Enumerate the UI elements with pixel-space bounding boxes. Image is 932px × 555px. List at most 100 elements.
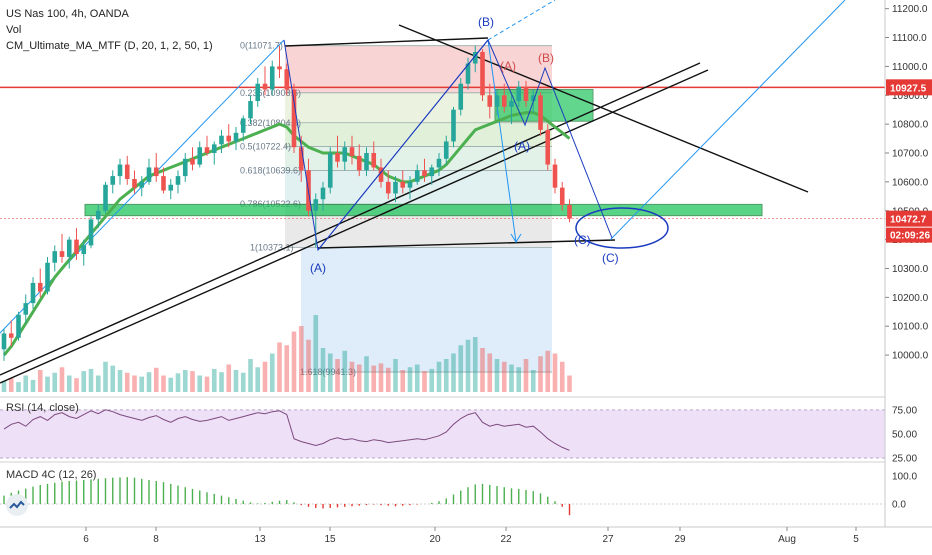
candle-body (190, 158, 195, 165)
volume-bar (219, 372, 224, 392)
volume-bar (371, 365, 377, 392)
candle-body (545, 129, 551, 165)
rsi-pane: RSI (14, close) (0, 396, 885, 459)
wave-label: (A) (310, 261, 326, 275)
volume-bar (313, 315, 319, 392)
candle-body (349, 147, 355, 156)
volume-bar (30, 379, 36, 392)
chart-title: US Nas 100, 4h, OANDA (6, 8, 129, 20)
fib-level-label: 0(11071.7) (240, 41, 283, 51)
candle-body (52, 251, 58, 263)
volume-bar (422, 371, 427, 392)
candle-body (161, 176, 166, 191)
fib-level-label: 1(10373.1) (250, 242, 294, 252)
candle-body (211, 144, 217, 154)
volume-bar (59, 367, 65, 392)
volume-bar (139, 376, 145, 392)
price-tick-label: 10900.0 (892, 91, 929, 102)
volume-bar (110, 365, 116, 392)
volume-bar (211, 368, 217, 392)
volume-bar (567, 375, 572, 392)
blue-target-arrow (487, 39, 517, 243)
candle-body (451, 109, 456, 142)
tradingview-logo[interactable] (6, 494, 28, 516)
candle-body (559, 187, 565, 205)
candle-body (124, 164, 130, 179)
volume-bar (480, 348, 485, 392)
volume-bar (451, 353, 456, 392)
candle-body (320, 187, 326, 200)
volume-bar (190, 371, 195, 392)
candle-body (1, 333, 7, 350)
time-tick-label: 29 (674, 534, 686, 545)
candle-body (153, 167, 159, 177)
candle-body (248, 101, 253, 119)
volume-bar (8, 378, 14, 392)
volume-bar (356, 364, 362, 392)
wave-label: (C) (602, 251, 619, 265)
candle-body (494, 95, 500, 107)
macd-label: MACD 4C (12, 26) (6, 469, 96, 481)
volume-bar (240, 372, 246, 392)
volume-bar (400, 370, 406, 392)
candle-body (226, 135, 232, 142)
target-circle (575, 207, 669, 249)
candle-body (516, 86, 522, 102)
candle-body (414, 170, 420, 182)
last-price-tag (886, 210, 932, 227)
volume-bar (443, 359, 449, 392)
candle-body (443, 141, 449, 159)
candle-body (88, 219, 94, 246)
volume-bar (23, 375, 29, 392)
volume-bar (175, 373, 181, 392)
candle-body (240, 118, 246, 133)
candle-body (567, 204, 572, 219)
red-line-price-tag (886, 79, 932, 96)
blue-projection-line (609, 0, 846, 241)
volume-bar (124, 372, 130, 392)
candle-body (277, 66, 282, 70)
bottom-channel-line (317, 239, 616, 249)
volume-bar (523, 359, 529, 392)
candle-body (74, 239, 79, 255)
volume-bar (132, 375, 137, 392)
candle-body (523, 86, 529, 102)
candlesticks (1, 45, 572, 361)
price-tick-label: 11100.0 (892, 33, 927, 44)
volume-bar (436, 361, 442, 392)
rising-trendline-1 (0, 69, 709, 384)
time-tick-label: 15 (324, 534, 336, 545)
volume-bar (284, 345, 290, 392)
volume-bar (306, 339, 311, 392)
volume-bar (204, 376, 210, 392)
rsi-label: RSI (14, close) (6, 402, 79, 414)
candle-body (458, 83, 464, 110)
volume-bar (66, 375, 72, 392)
candle-body (262, 83, 268, 90)
volume-bar (88, 368, 94, 392)
volume-bar (74, 378, 79, 392)
volume-bar (255, 367, 261, 392)
volume-bar (545, 350, 551, 392)
candle-body (16, 314, 21, 338)
volume-bar (385, 367, 391, 392)
volume-bar (95, 375, 101, 392)
fib-level-label: 0.618(10639.6) (240, 165, 301, 175)
volume-bar (530, 370, 536, 392)
candle-body (509, 101, 514, 107)
price-tick-label: 11200.0 (892, 4, 928, 15)
time-tick-label: 20 (429, 534, 441, 545)
volume-bar (168, 377, 174, 392)
wave-annotations[interactable]: (A) (B) (A) (B) (A) (C) (C) (283, 15, 669, 275)
candle-body (23, 303, 29, 315)
macd-tick-label: 0.0 (892, 500, 906, 511)
volume-indicator-label: Vol (6, 24, 22, 36)
candle-body (197, 147, 203, 165)
volume-bar (516, 367, 522, 392)
candle-body (501, 95, 507, 107)
macd-tick-label: 100.0 (892, 472, 917, 483)
price-tick-label: 10100.0 (892, 322, 929, 333)
volume-bar (407, 367, 413, 392)
